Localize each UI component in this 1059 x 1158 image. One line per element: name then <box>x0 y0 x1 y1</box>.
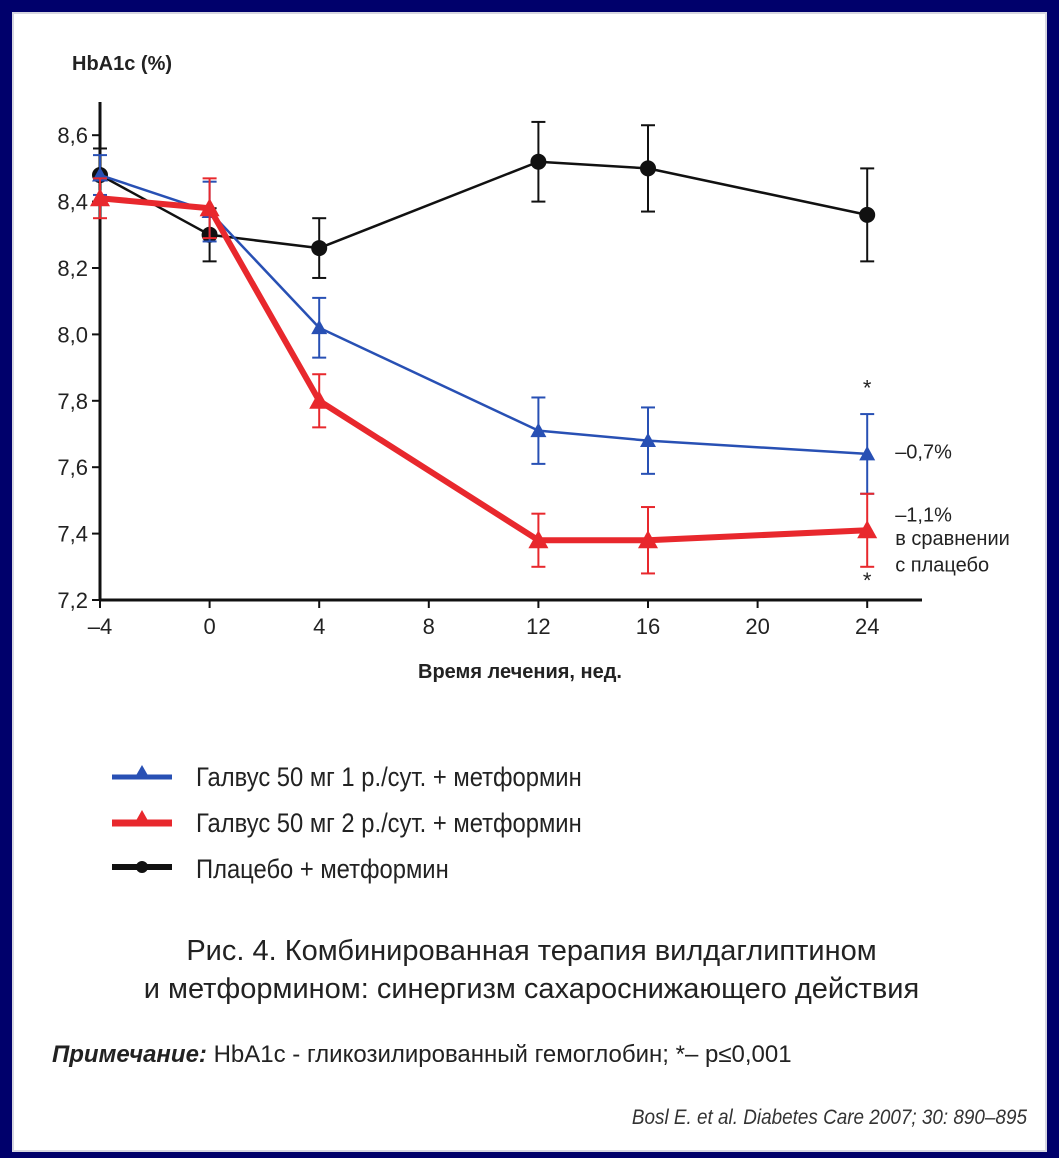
data-point <box>311 319 328 335</box>
data-point <box>640 432 656 448</box>
data-point <box>530 153 547 170</box>
legend-label: Галвус 50 мг 2 р./сут. + метформин <box>196 808 582 838</box>
x-tick-label: –4 <box>88 614 112 639</box>
y-tick-label: 7,6 <box>57 455 88 480</box>
chart-annotation: * <box>863 568 872 593</box>
data-point <box>528 530 549 549</box>
line-chart: 7,2 7,4 7,6 7,8 8,0 8,2 8,4 8,6 –4 0 4 8 12 16 20 24 HbA… <box>57 53 1010 683</box>
y-tick-label: 7,2 <box>57 588 88 613</box>
data-point <box>857 520 878 539</box>
figure-note: Примечание: HbA1c - гликозилированный ге… <box>52 1041 792 1069</box>
data-point <box>640 160 656 177</box>
y-axis-label: HbA1c (%) <box>72 53 172 75</box>
x-tick-label: 8 <box>423 614 435 639</box>
x-tick-label: 16 <box>636 614 660 639</box>
chart-annotation: –0,7% <box>895 442 952 464</box>
chart-annotation: –1,1% <box>895 505 952 527</box>
data-point <box>199 198 220 217</box>
data-point <box>311 240 328 257</box>
x-tick-label: 12 <box>526 614 550 639</box>
y-tick-label: 8,4 <box>57 190 88 215</box>
x-tick-label: 4 <box>313 614 325 639</box>
figure-panel: 7,2 7,4 7,6 7,8 8,0 8,2 8,4 8,6 –4 0 4 8 12 16 20 24 HbA… <box>12 12 1047 1152</box>
data-point <box>859 445 876 461</box>
y-tick-label: 8,6 <box>57 123 88 148</box>
x-tick-label: 0 <box>203 614 215 639</box>
y-tick-label: 7,4 <box>57 522 88 547</box>
chart-annotation: с плацебо <box>895 554 989 576</box>
x-axis-label: Время лечения, нед. <box>418 661 622 683</box>
figure-caption-line-2: и метформином: синергизм сахароснижающег… <box>143 973 920 1005</box>
blue-triangle-line-icon <box>112 765 172 780</box>
data-point <box>309 390 330 409</box>
note-text: HbA1c - гликозилированный гемоглобин; *–… <box>206 1041 792 1068</box>
data-point <box>638 530 658 549</box>
black-circle-line-icon <box>112 861 172 873</box>
x-tick-label: 20 <box>745 614 769 639</box>
y-tick-label: 7,8 <box>57 389 88 414</box>
chart-annotation: * <box>863 376 872 401</box>
legend-label: Галвус 50 мг 1 р./сут. + метформин <box>196 762 582 792</box>
y-tick-label: 8,0 <box>57 322 88 347</box>
legend-label: Плацебо + метформин <box>196 854 449 884</box>
red-triangle-line-icon <box>112 810 172 827</box>
chart-annotation: в сравнении <box>895 528 1010 550</box>
series-line <box>99 195 868 544</box>
data-point <box>90 188 110 207</box>
figure-caption-line-1: Рис. 4. Комбинированная терапия вилдагли… <box>186 935 877 967</box>
source-citation: Bosl E. et al. Diabetes Care 2007; 30: 8… <box>631 1106 1027 1129</box>
x-tick-label: 24 <box>855 614 879 639</box>
data-point <box>530 422 547 438</box>
series-line <box>99 160 868 250</box>
y-tick-label: 8,2 <box>57 256 88 281</box>
data-point <box>859 206 876 223</box>
note-label: Примечание: <box>52 1041 207 1068</box>
